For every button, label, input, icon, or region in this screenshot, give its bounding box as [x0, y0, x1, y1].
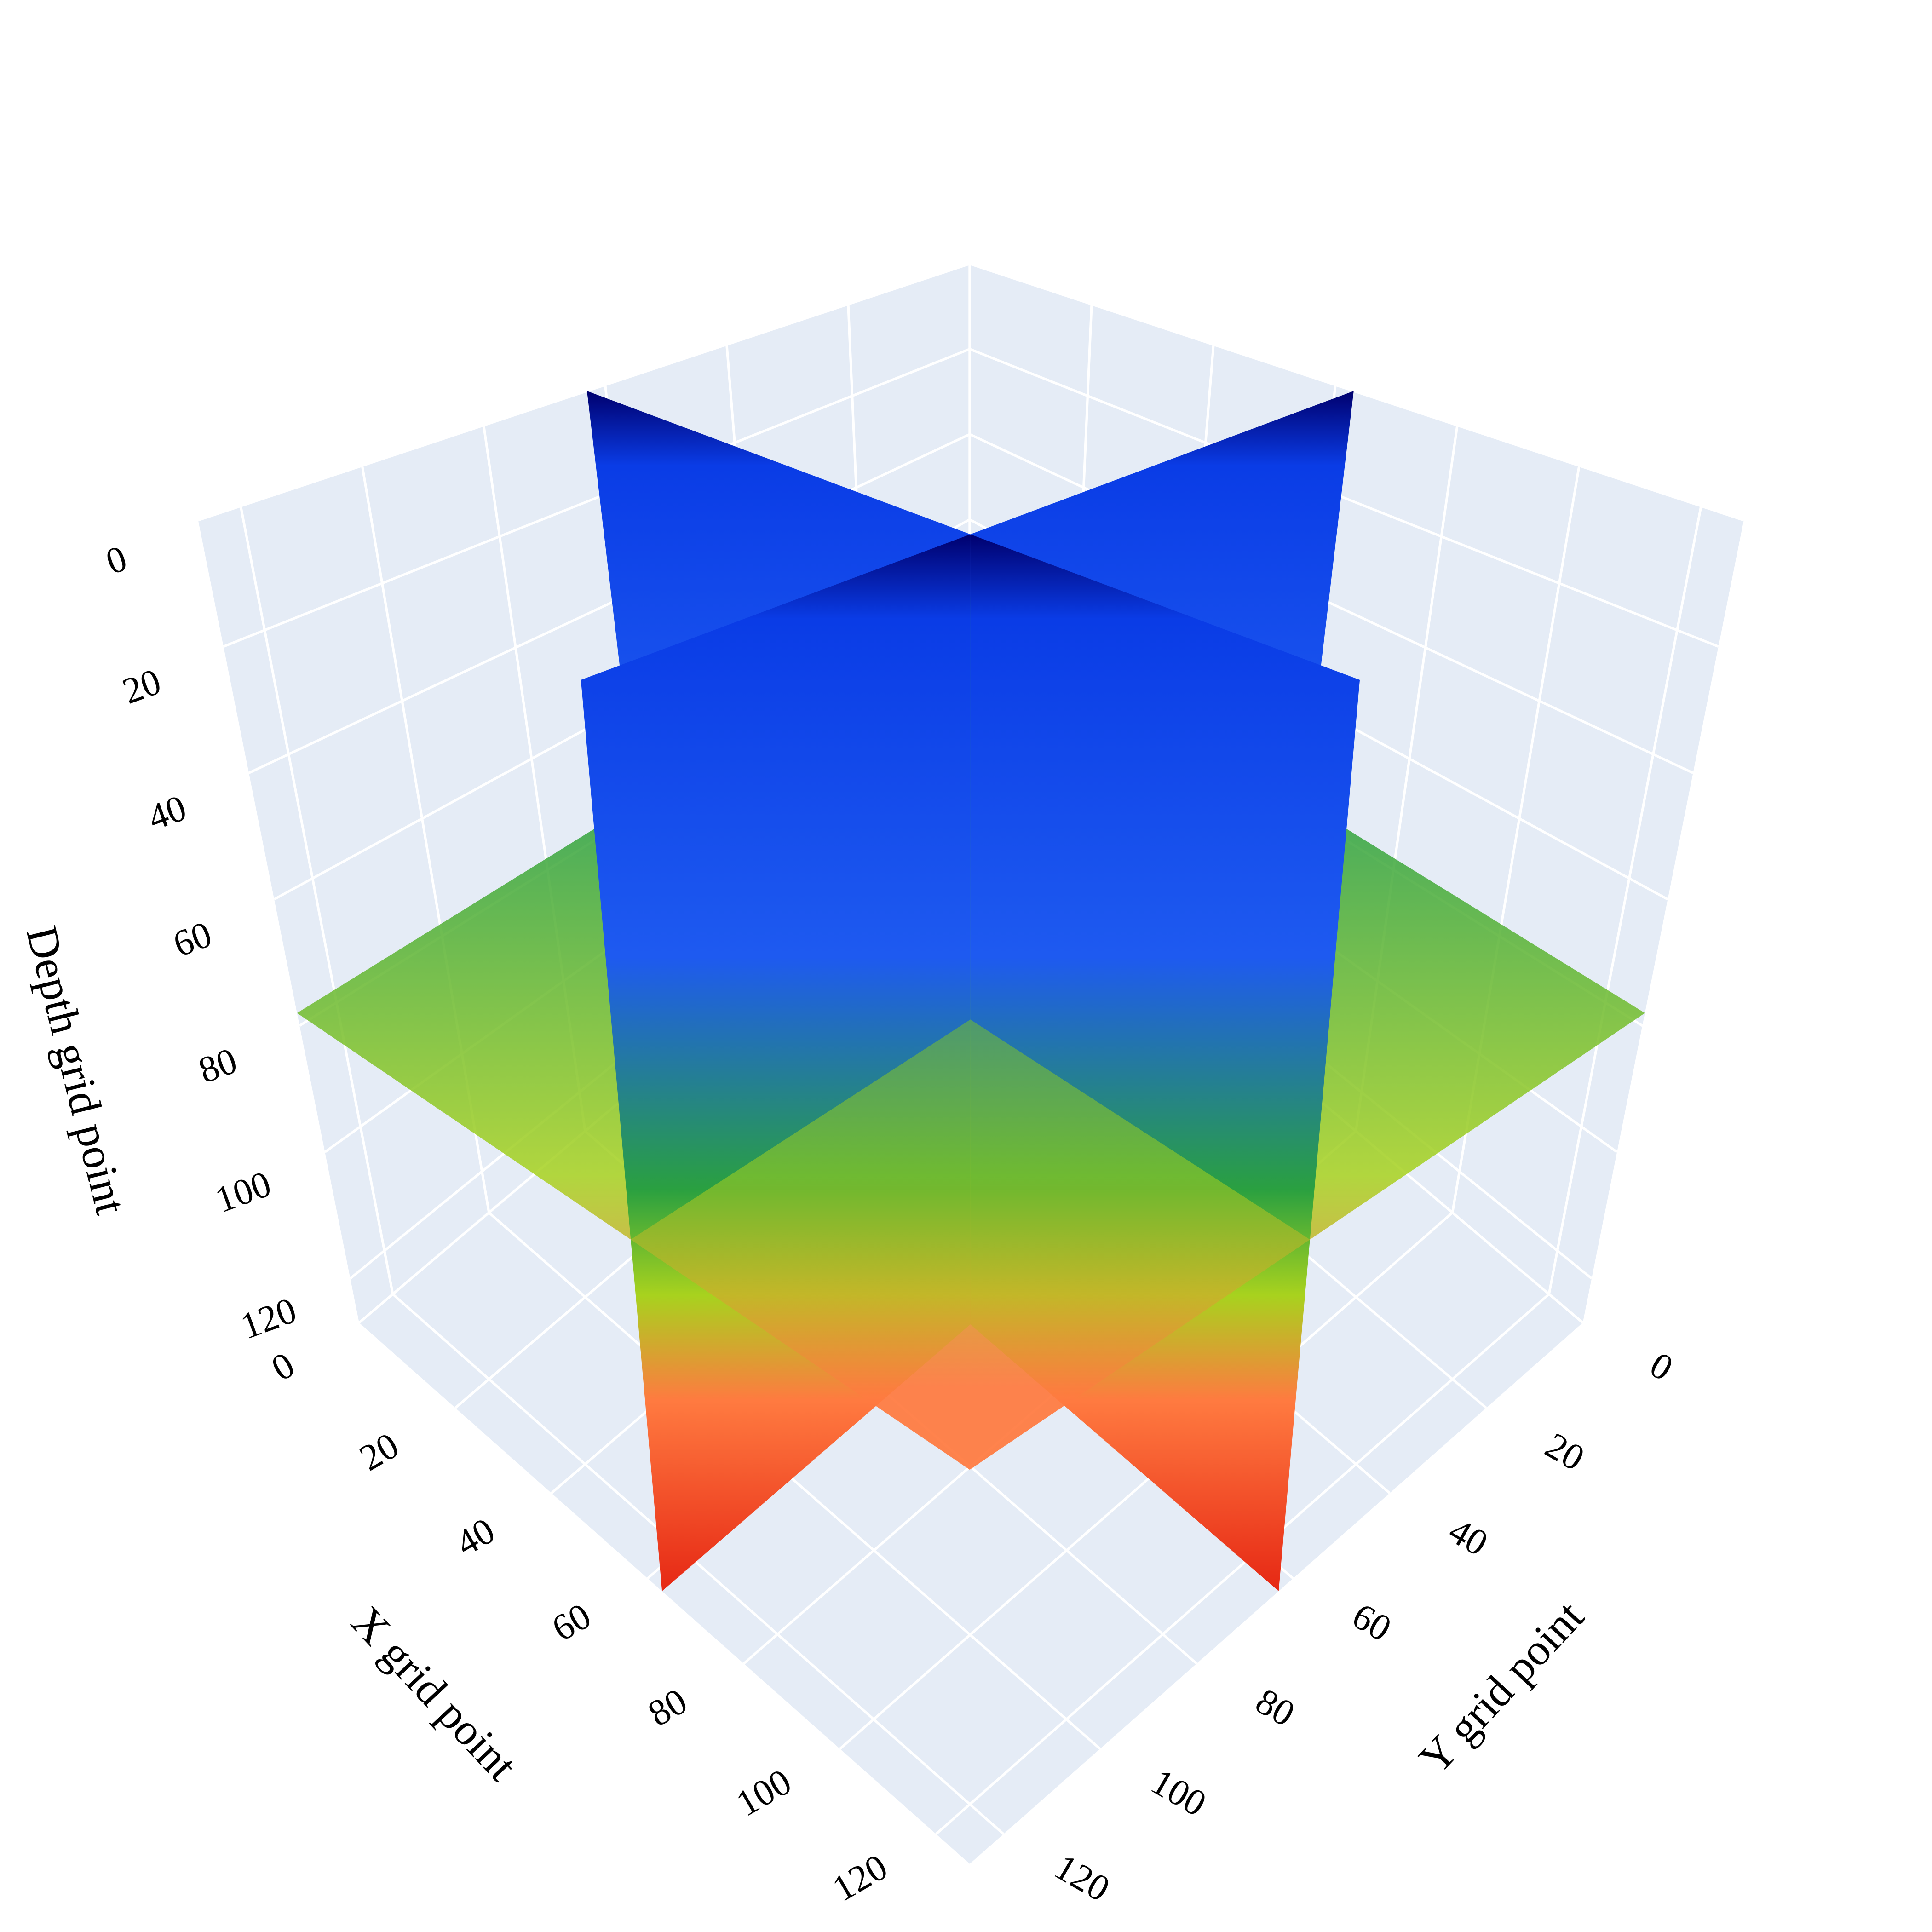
- x-tick-label: 0: [265, 1344, 301, 1389]
- z-tick-label: 60: [168, 914, 217, 965]
- y-tick-label: 120: [1048, 1846, 1116, 1910]
- z-tick-label: 20: [117, 661, 166, 712]
- grid-line: [969, 262, 1744, 522]
- y-axis-title: Y grid point: [1409, 1592, 1593, 1783]
- z-tick-label: 120: [236, 1289, 302, 1347]
- x-tick-label: 40: [449, 1510, 501, 1564]
- grid-line: [223, 348, 971, 648]
- grid-line: [935, 1293, 1550, 1835]
- y-tick-label: 20: [1539, 1425, 1591, 1478]
- y-tick-label: 40: [1442, 1510, 1495, 1564]
- y-tick-label: 0: [1643, 1344, 1679, 1389]
- grid-line: [839, 1212, 1454, 1750]
- grid-line: [392, 1293, 1005, 1835]
- z-tick-label: 80: [193, 1040, 242, 1091]
- slices: [297, 391, 1645, 1592]
- x-tick-label: 60: [545, 1595, 598, 1649]
- z-tick-label: 40: [143, 787, 191, 838]
- x-axis-title: X grid point: [342, 1597, 527, 1790]
- x-tick-label: 80: [641, 1680, 694, 1734]
- grid-line: [197, 262, 970, 522]
- x-tick-label: 20: [353, 1425, 405, 1478]
- slice-depth-front: [631, 1019, 1310, 1470]
- y-tick-label: 100: [1144, 1761, 1213, 1824]
- grid-line: [239, 506, 394, 1294]
- y-tick-label: 60: [1346, 1595, 1398, 1649]
- z-axis-title: Depth grid point: [17, 921, 136, 1219]
- y-tick-label: 80: [1249, 1680, 1301, 1734]
- z-tick-label: 100: [210, 1163, 276, 1221]
- x-tick-label: 100: [730, 1761, 798, 1824]
- grid-line: [488, 1212, 1101, 1750]
- grid-line: [969, 348, 1719, 648]
- grid-line: [1547, 506, 1702, 1294]
- x-tick-label: 120: [826, 1846, 894, 1910]
- z-tick-label: 0: [101, 538, 132, 582]
